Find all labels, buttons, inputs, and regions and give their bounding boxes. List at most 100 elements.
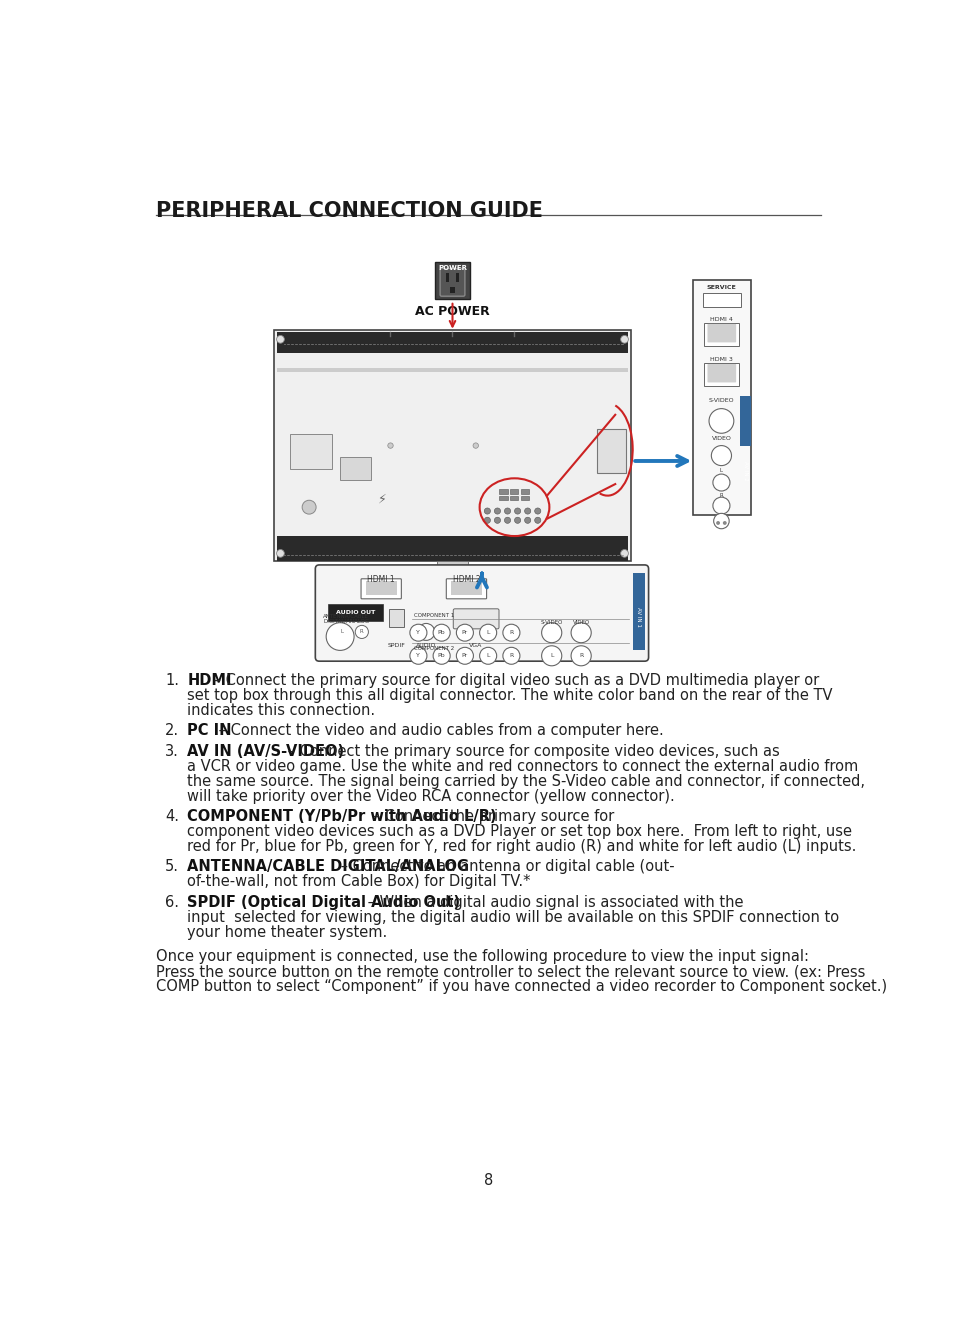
Text: AV IN (AV/S-VIDEO): AV IN (AV/S-VIDEO) <box>187 743 344 759</box>
Text: 6.: 6. <box>165 894 179 911</box>
Circle shape <box>534 517 540 524</box>
Text: 8: 8 <box>484 1173 493 1188</box>
Circle shape <box>571 623 591 643</box>
Circle shape <box>302 501 315 514</box>
FancyBboxPatch shape <box>707 364 736 383</box>
FancyBboxPatch shape <box>446 578 486 599</box>
Circle shape <box>534 507 540 514</box>
Bar <box>445 273 449 283</box>
Text: DIGITAL/ANALOG: DIGITAL/ANALOG <box>323 619 369 624</box>
Text: COMPONENT (Y/Pb/Pr with Audio L/R): COMPONENT (Y/Pb/Pr with Audio L/R) <box>187 809 497 823</box>
Circle shape <box>504 507 510 514</box>
Circle shape <box>571 645 591 665</box>
Text: 3.: 3. <box>165 743 178 759</box>
FancyBboxPatch shape <box>703 363 739 386</box>
Bar <box>633 573 644 649</box>
Text: SPDIF: SPDIF <box>387 644 405 648</box>
Text: ⚡: ⚡ <box>378 493 387 506</box>
Text: Pb: Pb <box>437 631 445 635</box>
Text: – Connect the video and audio cables from a computer here.: – Connect the video and audio cables fro… <box>213 723 663 738</box>
Text: R: R <box>509 653 513 659</box>
Text: set top box through this all digital connector. The white color band on the rear: set top box through this all digital con… <box>187 688 832 703</box>
FancyBboxPatch shape <box>365 581 396 595</box>
Text: of-the-wall, not from Cable Box) for Digital TV.*: of-the-wall, not from Cable Box) for Dig… <box>187 874 531 889</box>
Bar <box>520 490 529 494</box>
Circle shape <box>502 647 519 664</box>
Bar <box>702 293 740 307</box>
Text: – Connect the primary source for composite video devices, such as: – Connect the primary source for composi… <box>283 743 779 759</box>
Circle shape <box>355 625 368 639</box>
Text: ANTENNA/CABLE: ANTENNA/CABLE <box>323 613 369 619</box>
Text: Once your equipment is connected, use the following procedure to view the input : Once your equipment is connected, use th… <box>155 949 808 964</box>
Text: the same source. The signal being carried by the S-Video cable and connector, if: the same source. The signal being carrie… <box>187 774 864 789</box>
Text: R: R <box>509 631 513 635</box>
Bar <box>410 569 495 577</box>
Text: red for Pr, blue for Pb, green for Y, red for right audio (R) and white for left: red for Pr, blue for Pb, green for Y, re… <box>187 840 856 854</box>
Circle shape <box>711 446 731 466</box>
FancyBboxPatch shape <box>703 323 739 347</box>
Circle shape <box>410 647 427 664</box>
Text: Pb: Pb <box>437 653 445 659</box>
Bar <box>450 287 455 293</box>
Bar <box>740 395 750 446</box>
Circle shape <box>541 623 561 643</box>
Text: your home theater system.: your home theater system. <box>187 925 387 940</box>
Circle shape <box>484 517 490 524</box>
Circle shape <box>410 624 427 641</box>
FancyBboxPatch shape <box>439 269 464 296</box>
Bar <box>389 609 404 627</box>
Bar <box>276 537 628 561</box>
FancyBboxPatch shape <box>597 430 625 473</box>
Circle shape <box>504 517 510 524</box>
Text: ANTENNA/CABLE DIGITAL/ANALOG: ANTENNA/CABLE DIGITAL/ANALOG <box>187 860 469 874</box>
Circle shape <box>708 408 733 434</box>
Text: Pr: Pr <box>461 631 468 635</box>
Text: S-VIDEO: S-VIDEO <box>708 398 734 403</box>
FancyBboxPatch shape <box>315 565 648 661</box>
Text: AUDIO OUT: AUDIO OUT <box>335 609 375 615</box>
Text: HDMI 1: HDMI 1 <box>367 574 395 584</box>
Text: VGA: VGA <box>469 644 482 648</box>
Text: Y: Y <box>416 631 420 635</box>
Text: HDMI 4: HDMI 4 <box>709 317 732 321</box>
Circle shape <box>514 507 520 514</box>
Text: input  selected for viewing, the digital audio will be available on this SPDIF c: input selected for viewing, the digital … <box>187 911 839 925</box>
Circle shape <box>712 474 729 491</box>
Text: AC POWER: AC POWER <box>415 305 489 319</box>
Circle shape <box>514 517 520 524</box>
Text: R: R <box>359 629 363 635</box>
Circle shape <box>479 624 497 641</box>
Circle shape <box>479 647 497 664</box>
Circle shape <box>712 497 729 514</box>
Text: Pr: Pr <box>461 653 468 659</box>
Bar <box>509 495 517 501</box>
Text: POWER: POWER <box>437 265 467 272</box>
Circle shape <box>456 624 473 641</box>
FancyBboxPatch shape <box>453 609 498 629</box>
Bar <box>276 332 628 353</box>
Bar <box>456 273 459 283</box>
Text: SERVICE: SERVICE <box>706 285 736 291</box>
Circle shape <box>494 507 500 514</box>
Circle shape <box>433 624 450 641</box>
Bar <box>498 490 507 494</box>
Circle shape <box>524 517 530 524</box>
Text: 2.: 2. <box>165 723 179 738</box>
Text: SPDIF (Optical Digital Audio Out): SPDIF (Optical Digital Audio Out) <box>187 894 460 911</box>
Text: AV IN 2: AV IN 2 <box>742 461 747 481</box>
Circle shape <box>326 623 354 651</box>
Text: component video devices such as a DVD Player or set top box here.  From left to : component video devices such as a DVD Pl… <box>187 823 852 840</box>
FancyBboxPatch shape <box>274 331 630 561</box>
Text: S-VIDEO: S-VIDEO <box>540 620 562 625</box>
Text: 4.: 4. <box>165 809 179 823</box>
Bar <box>520 495 529 501</box>
Text: R: R <box>578 653 582 659</box>
Text: Y: Y <box>416 653 420 659</box>
Text: PERIPHERAL CONNECTION GUIDE: PERIPHERAL CONNECTION GUIDE <box>155 201 542 221</box>
Text: AUDIO: AUDIO <box>416 644 436 648</box>
Text: 5.: 5. <box>165 860 179 874</box>
FancyBboxPatch shape <box>451 581 481 595</box>
Bar <box>436 561 468 569</box>
Circle shape <box>722 521 726 525</box>
Circle shape <box>620 336 628 343</box>
